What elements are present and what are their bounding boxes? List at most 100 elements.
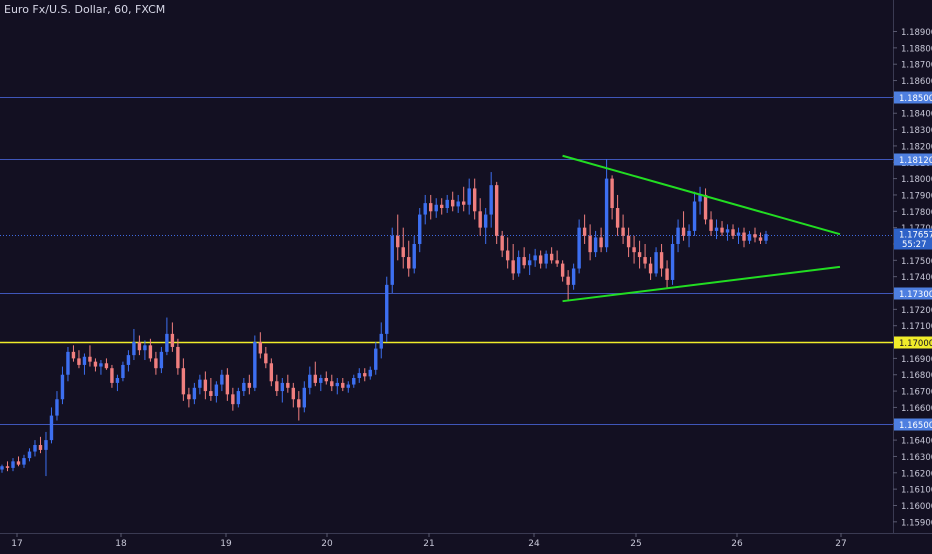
- candle-body: [242, 382, 246, 392]
- chart-title: Euro Fx/U.S. Dollar, 60, FXCM: [4, 3, 166, 16]
- level-price-badge: [894, 91, 932, 104]
- candle-body: [0, 466, 4, 470]
- candle-body: [725, 229, 730, 233]
- candle-body: [549, 253, 554, 261]
- x-tick-label: 19: [220, 539, 232, 549]
- candle-body: [165, 333, 169, 352]
- candle-body: [352, 378, 356, 385]
- current-price-label: 1.17657: [899, 231, 932, 241]
- candle-body: [22, 458, 26, 465]
- candle-body: [522, 257, 526, 266]
- x-tick-label: 21: [423, 539, 434, 549]
- candle-body: [148, 345, 153, 359]
- candle-body: [604, 178, 609, 248]
- y-tick-label: 1.16300: [901, 453, 932, 463]
- candle-body: [412, 243, 416, 269]
- candle-body: [418, 214, 422, 244]
- trendline[interactable]: [562, 265, 841, 303]
- candle-body: [324, 378, 328, 382]
- candle-body: [236, 391, 241, 405]
- y-tick-label: 1.16800: [901, 371, 932, 381]
- candle-body: [121, 364, 125, 379]
- candle-body: [247, 382, 252, 388]
- y-tick-label: 1.15900: [901, 518, 932, 528]
- candle-body: [396, 235, 400, 248]
- candle-body: [330, 381, 334, 387]
- y-tick-label: 1.18000: [901, 175, 932, 185]
- candle-body: [478, 211, 482, 228]
- candle-body: [231, 394, 235, 405]
- candle-body: [319, 378, 323, 383]
- candle-body: [264, 353, 268, 364]
- candle-body: [346, 384, 350, 388]
- y-tick-label: 1.18400: [901, 110, 932, 120]
- candle-body: [626, 235, 631, 248]
- y-tick-label: 1.18700: [901, 61, 932, 71]
- candle-body: [687, 230, 691, 236]
- candle-body: [225, 374, 230, 395]
- candle-body: [77, 358, 81, 365]
- level-price-badge: [894, 336, 932, 349]
- candle-body: [368, 369, 372, 377]
- x-tick-label: 17: [11, 539, 22, 549]
- candle-body: [357, 373, 361, 379]
- candle-body: [714, 227, 719, 231]
- candle-body: [681, 227, 686, 236]
- candle-body: [258, 342, 263, 354]
- candle-body: [291, 387, 296, 400]
- candle-body: [560, 263, 565, 277]
- candle-body: [269, 363, 274, 382]
- candle-body: [27, 451, 32, 459]
- candle-body: [5, 466, 10, 468]
- candle-body: [363, 373, 367, 377]
- candle-body: [665, 268, 669, 280]
- y-tick-label: 1.16400: [901, 437, 932, 447]
- candle-body: [615, 208, 620, 228]
- candle-body: [192, 387, 197, 400]
- candle-body: [731, 229, 735, 236]
- candle-body: [16, 461, 21, 465]
- candle-body: [703, 194, 708, 220]
- candle-body: [66, 351, 70, 375]
- candle-body: [159, 351, 164, 369]
- candle-body: [209, 391, 213, 396]
- level-price-label: 1.18120: [899, 156, 932, 166]
- candle-body: [302, 387, 307, 408]
- candle-body: [610, 178, 614, 209]
- candle-body: [115, 378, 120, 383]
- y-tick-label: 1.17900: [901, 191, 932, 201]
- candle-body: [220, 374, 224, 385]
- candle-body: [137, 342, 142, 351]
- level-price-badge: [894, 418, 932, 431]
- x-tick-label: 26: [731, 539, 743, 549]
- level-price-label: 1.18500: [899, 94, 932, 104]
- candle-body: [297, 399, 301, 408]
- level-price-badge: [894, 153, 932, 166]
- candle-body: [104, 363, 109, 369]
- candle-body: [676, 227, 680, 244]
- candle-body: [742, 232, 746, 241]
- trendline[interactable]: [562, 154, 841, 236]
- candle-body: [764, 234, 768, 241]
- y-tick-label: 1.18300: [901, 126, 932, 136]
- candle-body: [451, 199, 455, 207]
- x-tick-label: 18: [115, 539, 127, 549]
- candle-body: [143, 345, 147, 351]
- x-tick-label: 24: [528, 539, 540, 549]
- candle-body: [280, 382, 285, 392]
- y-tick-label: 1.16000: [901, 502, 932, 512]
- x-tick-label: 25: [630, 539, 641, 549]
- level-price-badge: [894, 287, 932, 300]
- candle-body: [170, 333, 175, 347]
- candle-body: [275, 381, 279, 392]
- candle-body: [341, 382, 345, 388]
- candle-body: [533, 255, 537, 261]
- candle-body: [516, 257, 521, 274]
- candle-body: [313, 374, 317, 383]
- candle-body: [434, 204, 438, 212]
- candle-body: [709, 219, 713, 231]
- y-tick-label: 1.17500: [901, 257, 932, 267]
